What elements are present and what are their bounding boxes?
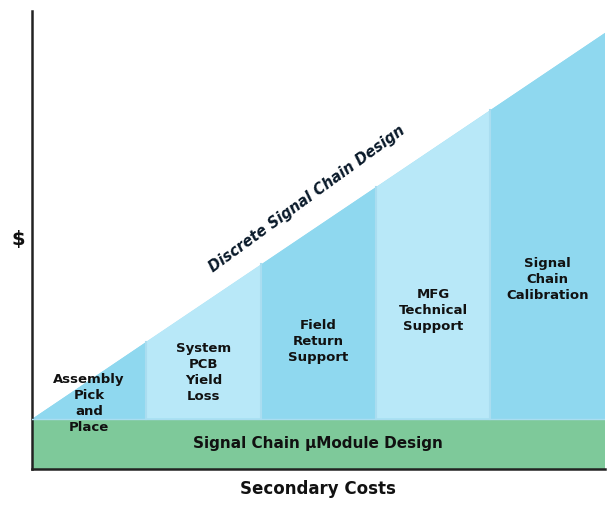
Bar (32, 418, 605, 469)
Y-axis label: $: $ (11, 231, 25, 249)
Polygon shape (376, 110, 490, 418)
Polygon shape (490, 33, 605, 418)
X-axis label: Secondary Costs: Secondary Costs (240, 480, 396, 498)
Polygon shape (32, 33, 605, 418)
Polygon shape (32, 342, 147, 418)
Text: Field
Return
Support: Field Return Support (288, 319, 349, 364)
Text: System
PCB
Yield
Loss: System PCB Yield Loss (176, 342, 231, 403)
Text: Discrete Signal Chain Design: Discrete Signal Chain Design (206, 123, 408, 275)
Polygon shape (261, 187, 376, 418)
Polygon shape (147, 264, 261, 418)
Text: MFG
Technical
Support: MFG Technical Support (399, 288, 468, 333)
Text: Signal
Chain
Calibration: Signal Chain Calibration (506, 257, 589, 302)
Text: Signal Chain μModule Design: Signal Chain μModule Design (193, 436, 444, 451)
Text: Assembly
Pick
and
Place: Assembly Pick and Place (54, 373, 125, 434)
